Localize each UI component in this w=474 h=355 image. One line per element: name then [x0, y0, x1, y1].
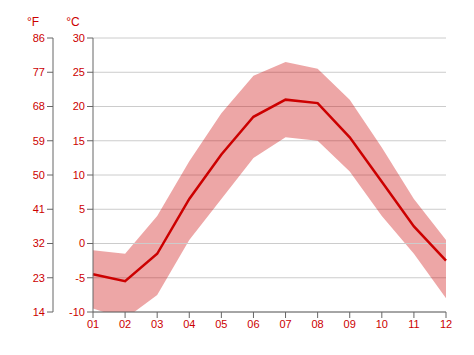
svg-text:77: 77 — [33, 66, 45, 78]
svg-text:02: 02 — [119, 318, 131, 330]
svg-text:5: 5 — [79, 203, 85, 215]
svg-text:-5: -5 — [75, 272, 85, 284]
svg-text:23: 23 — [33, 272, 45, 284]
svg-text:04: 04 — [183, 318, 195, 330]
svg-text:03: 03 — [151, 318, 163, 330]
svg-text:06: 06 — [247, 318, 259, 330]
svg-text:10: 10 — [73, 169, 85, 181]
svg-text:14: 14 — [33, 306, 45, 318]
svg-text:°F: °F — [27, 15, 39, 29]
svg-text:41: 41 — [33, 203, 45, 215]
svg-text:08: 08 — [312, 318, 324, 330]
svg-text:07: 07 — [279, 318, 291, 330]
svg-text:30: 30 — [73, 32, 85, 44]
svg-text:32: 32 — [33, 237, 45, 249]
svg-text:01: 01 — [87, 318, 99, 330]
svg-text:09: 09 — [344, 318, 356, 330]
svg-text:12: 12 — [440, 318, 452, 330]
svg-text:11: 11 — [408, 318, 419, 330]
svg-text:50: 50 — [33, 169, 45, 181]
svg-text:86: 86 — [33, 32, 45, 44]
svg-text:15: 15 — [73, 135, 85, 147]
svg-text:20: 20 — [73, 100, 85, 112]
svg-text:0: 0 — [79, 237, 85, 249]
svg-text:25: 25 — [73, 66, 85, 78]
svg-text:10: 10 — [376, 318, 388, 330]
svg-text:°C: °C — [66, 15, 80, 29]
svg-text:59: 59 — [33, 135, 45, 147]
svg-text:05: 05 — [215, 318, 227, 330]
svg-text:-10: -10 — [69, 306, 85, 318]
svg-text:68: 68 — [33, 100, 45, 112]
